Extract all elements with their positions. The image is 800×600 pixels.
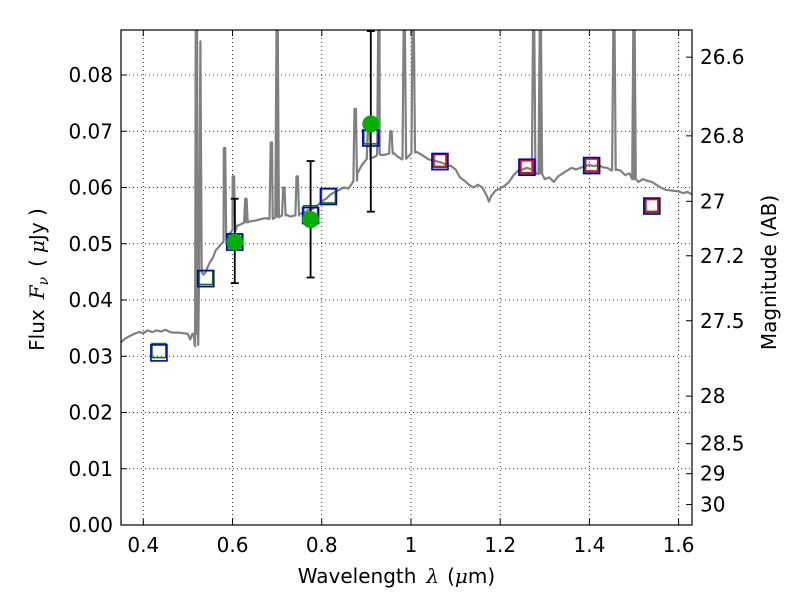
y-tick-label: 0.08: [68, 63, 113, 87]
x-tick-label: 1.2: [484, 533, 516, 557]
model-band-square: [431, 152, 449, 171]
y-tick-label: 0.07: [68, 119, 113, 143]
y-tick-label: 0.03: [68, 344, 113, 368]
y2-tick-label: 28.5: [700, 432, 745, 456]
y2-tick-label: 30: [700, 493, 725, 517]
y2-tick-label: 27: [700, 189, 725, 213]
model-band-square: [643, 197, 661, 215]
y-axis-label: FluxFν(μJy ): [25, 208, 52, 351]
model-band-square: [520, 159, 534, 174]
observed-point: [302, 211, 320, 229]
axes-frame: [120, 29, 693, 526]
y2-tick-label: 27.2: [700, 244, 745, 268]
x-axis-label: Wavelength λ (μm): [298, 564, 495, 588]
model-band-square: [150, 344, 168, 362]
ticks: 0.4 0.6 0.8 1 1.2 1.4 1.6 0.00 0.01 0.02 0.03 0.04 0…: [68, 30, 745, 557]
model-band-square: [433, 153, 447, 168]
y2-tick-label: 27.5: [700, 309, 745, 333]
x-tick-label: 1.4: [573, 533, 605, 557]
grid: [121, 30, 692, 526]
x-tick-label: 0.8: [306, 533, 338, 557]
y2-tick-label: 26.8: [700, 124, 745, 148]
y-tick-label: 0.02: [68, 401, 113, 425]
y2-tick-label: 26.6: [700, 45, 745, 69]
model-band-square: [319, 187, 338, 206]
model-band-square: [196, 269, 215, 288]
x-tick-label: 0.4: [127, 533, 159, 557]
y-tick-label: 0.05: [68, 232, 113, 256]
y-tick-label: 0.01: [68, 457, 113, 481]
y2-axis-label: Magnitude (AB): [757, 195, 781, 350]
x-tick-label: 1.6: [663, 533, 695, 557]
model-band-square: [582, 156, 601, 175]
model-band-square: [518, 158, 536, 177]
model-band-square: [151, 342, 167, 359]
y-tick-label: 0.06: [68, 176, 113, 200]
y-tick-label: 0.04: [68, 288, 113, 312]
y2-tick-label: 29: [700, 462, 725, 486]
observed-point: [362, 115, 380, 133]
y-tick-label: 0.00: [68, 513, 113, 537]
x-tick-label: 1: [405, 533, 418, 557]
model-band-square: [584, 158, 599, 172]
x-tick-label: 0.6: [217, 533, 249, 557]
model-band-square: [645, 198, 659, 213]
observed-point: [226, 233, 244, 251]
plot-area: [121, 30, 692, 362]
y2-tick-label: 28: [700, 384, 725, 408]
